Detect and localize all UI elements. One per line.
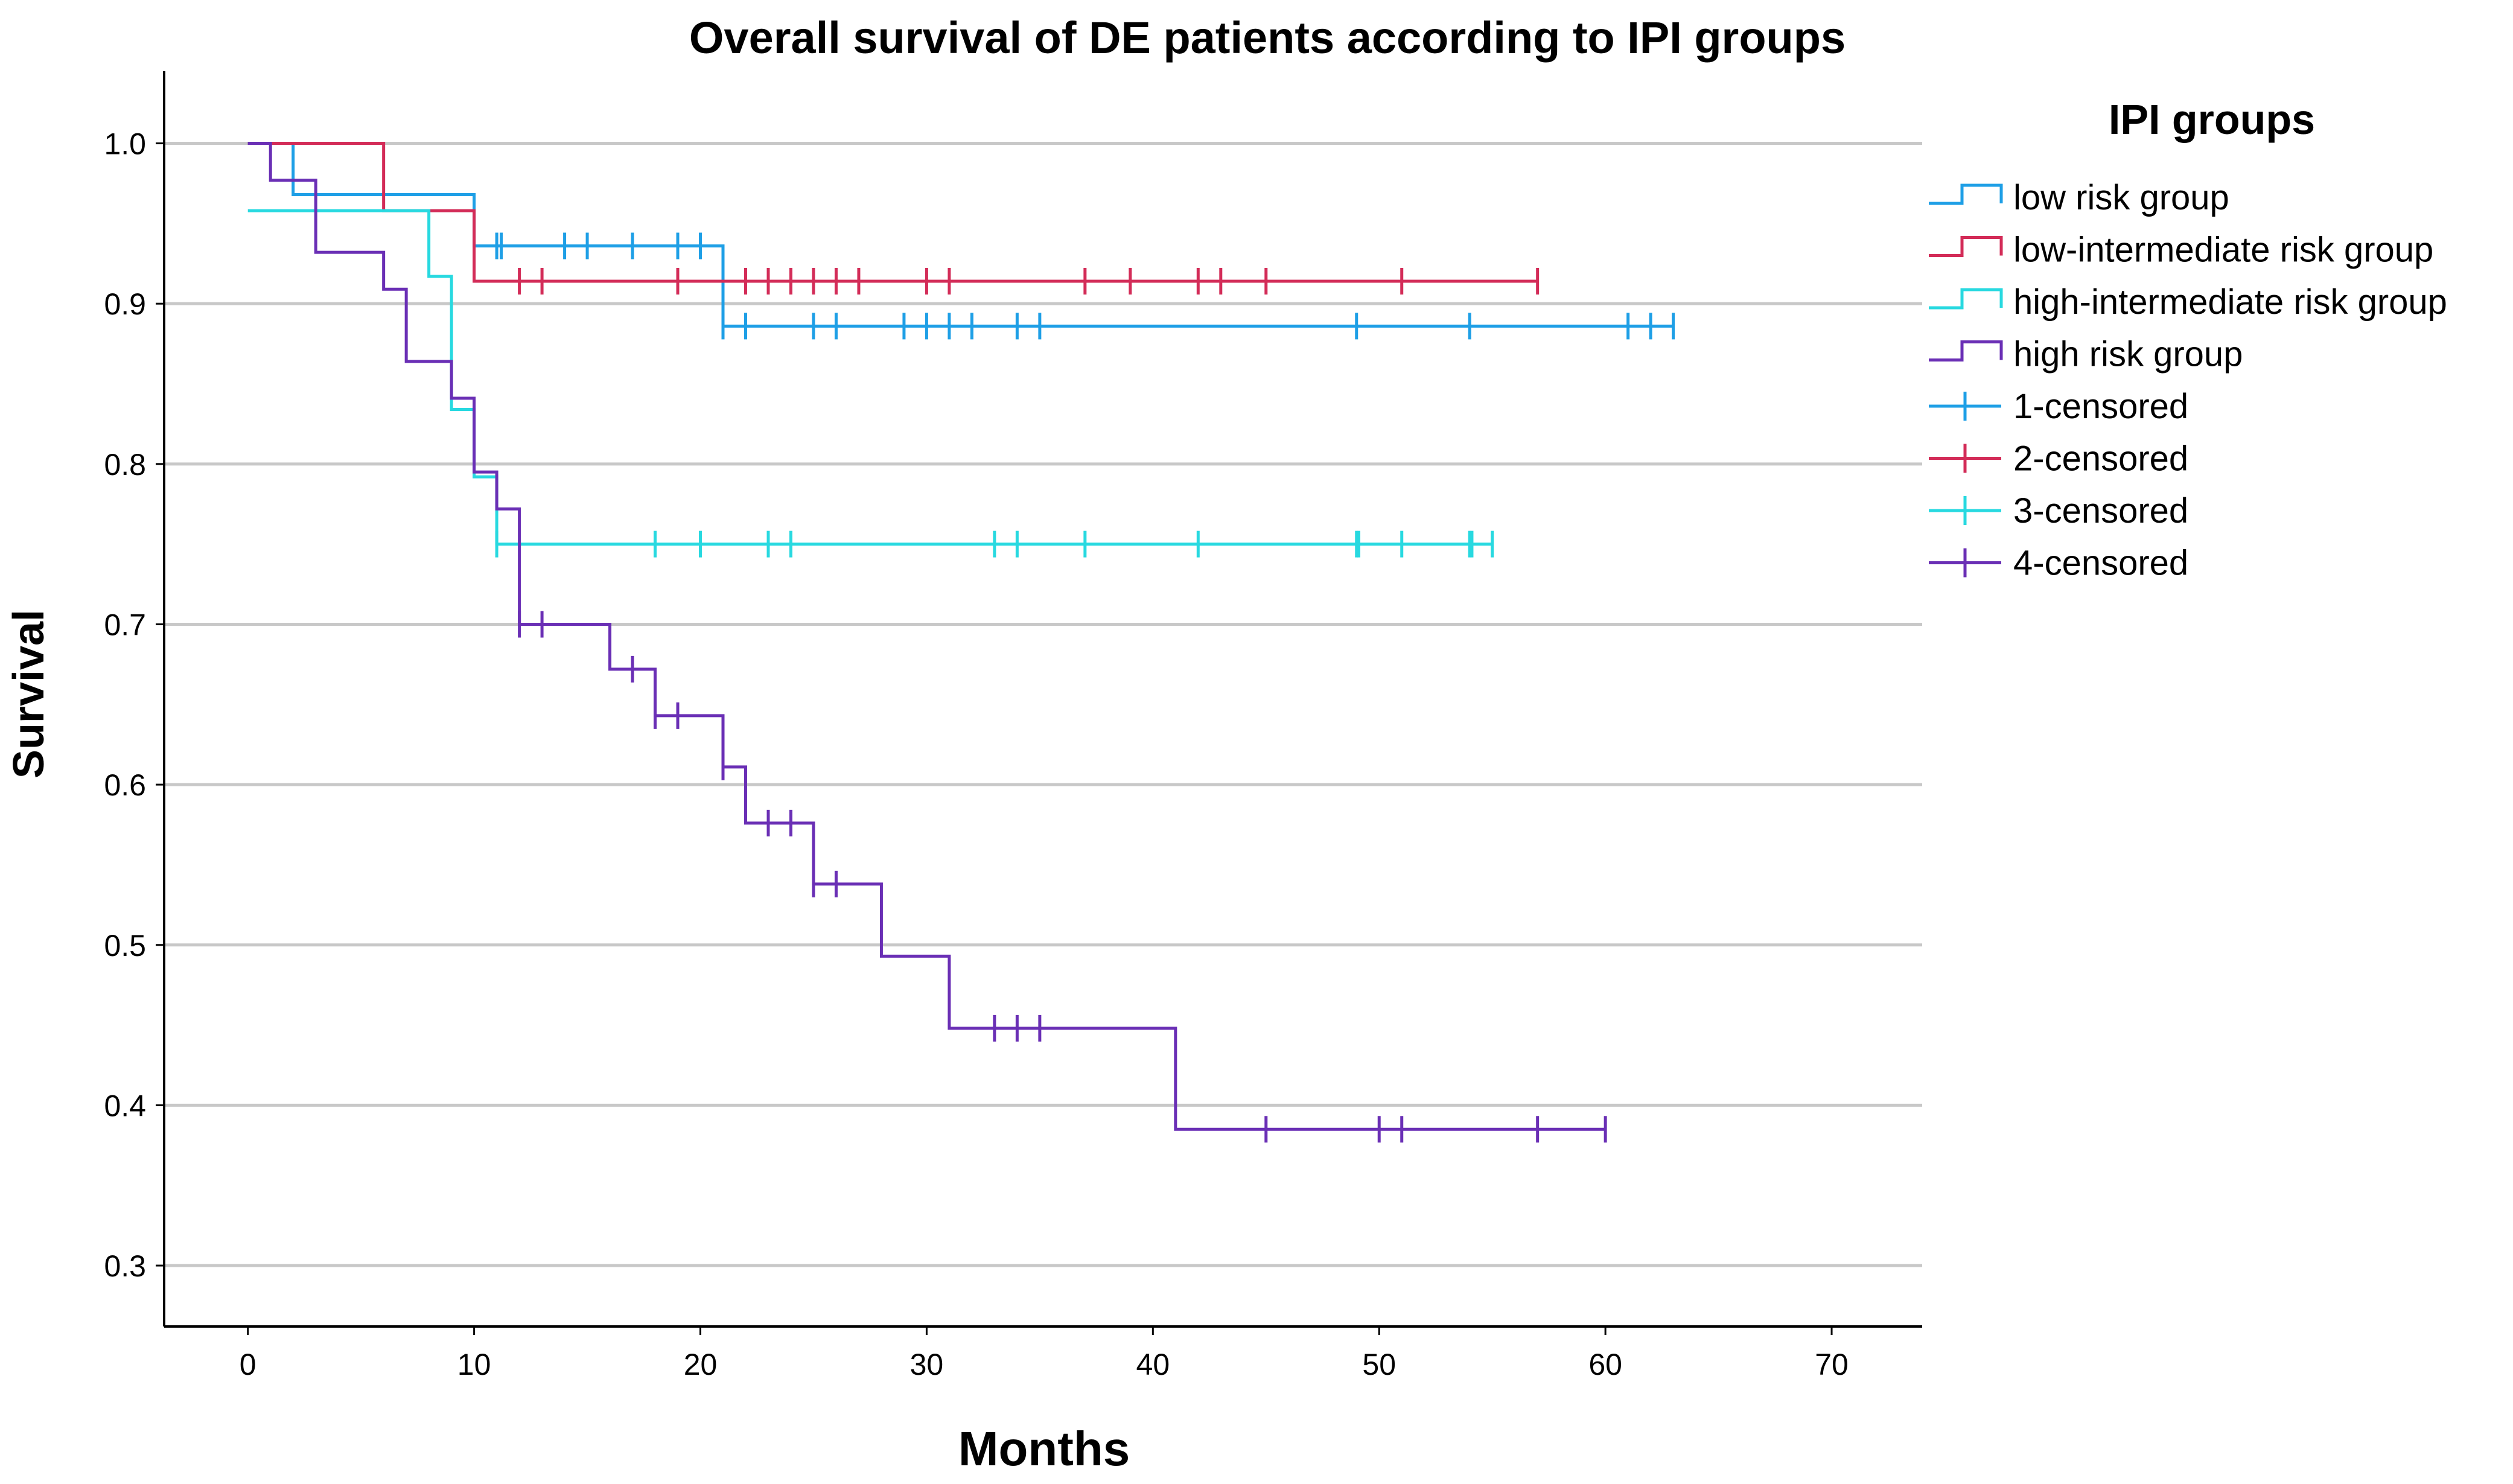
y-tick-label: 0.6 bbox=[104, 768, 146, 802]
chart-title: Overall survival of DE patients accordin… bbox=[689, 13, 1846, 63]
x-axis-label: Months bbox=[958, 1422, 1130, 1476]
x-tick-label: 60 bbox=[1588, 1348, 1622, 1381]
x-tick-label: 70 bbox=[1815, 1348, 1849, 1381]
legend-entry: high-intermediate risk group bbox=[1929, 282, 2447, 322]
y-axis-label: Survival bbox=[5, 610, 53, 779]
legend-entry: 4-censored bbox=[1929, 544, 2188, 583]
x-tick-label: 50 bbox=[1362, 1348, 1396, 1381]
y-tick-label: 0.4 bbox=[104, 1089, 146, 1123]
survival-curve-3 bbox=[247, 209, 1492, 546]
series-4 bbox=[247, 142, 1607, 1143]
series-2 bbox=[247, 142, 1540, 295]
survival-curve-1 bbox=[247, 142, 1674, 328]
legend-entry: low risk group bbox=[1929, 178, 2229, 217]
legend-label: low risk group bbox=[2013, 178, 2229, 217]
x-tick-label: 0 bbox=[240, 1348, 256, 1381]
legend-step-symbol bbox=[1929, 288, 2003, 310]
legend-entry: 1-censored bbox=[1929, 387, 2188, 426]
legend-entry: 3-censored bbox=[1929, 491, 2188, 530]
x-ticks: 0 10 20 30 40 50 60 70 bbox=[240, 1326, 1849, 1381]
x-tick-label: 20 bbox=[684, 1348, 718, 1381]
legend-title: IPI groups bbox=[2109, 96, 2315, 143]
legend-label: 1-censored bbox=[2013, 387, 2188, 426]
y-ticks: 0.3 0.4 0.5 0.6 0.7 0.8 0.9 1.0 bbox=[104, 127, 164, 1283]
axes bbox=[163, 71, 1922, 1328]
series-group bbox=[247, 142, 1675, 1143]
y-tick-label: 0.5 bbox=[104, 929, 146, 963]
x-tick-label: 30 bbox=[910, 1348, 944, 1381]
x-tick-label: 10 bbox=[457, 1348, 491, 1381]
survival-curve-2 bbox=[247, 142, 1538, 283]
legend-label: 3-censored bbox=[2013, 491, 2188, 530]
legend-label: 4-censored bbox=[2013, 544, 2188, 583]
x-tick-label: 40 bbox=[1136, 1348, 1170, 1381]
legend-entry: 2-censored bbox=[1929, 439, 2188, 479]
legend-label: high risk group bbox=[2013, 335, 2243, 374]
y-tick-label: 1.0 bbox=[104, 127, 146, 161]
legend-entry: high risk group bbox=[1929, 335, 2243, 374]
series-3 bbox=[247, 209, 1494, 558]
gridlines bbox=[164, 142, 1922, 1267]
legend-step-symbol bbox=[1929, 236, 2003, 257]
y-tick-label: 0.9 bbox=[104, 287, 146, 321]
y-tick-label: 0.8 bbox=[104, 448, 146, 482]
survival-curve-4 bbox=[247, 142, 1606, 1131]
legend-step-symbol bbox=[1929, 183, 2003, 205]
legend-label: 2-censored bbox=[2013, 439, 2188, 479]
legend-entry: low-intermediate risk group bbox=[1929, 231, 2433, 270]
y-tick-label: 0.3 bbox=[104, 1249, 146, 1283]
legend: IPI groups low risk group low-intermediat… bbox=[1929, 96, 2447, 583]
legend-label: high-intermediate risk group bbox=[2013, 282, 2447, 322]
series-1 bbox=[247, 142, 1675, 340]
legend-step-symbol bbox=[1929, 340, 2003, 361]
y-tick-label: 0.7 bbox=[104, 608, 146, 642]
legend-label: low-intermediate risk group bbox=[2013, 231, 2433, 270]
